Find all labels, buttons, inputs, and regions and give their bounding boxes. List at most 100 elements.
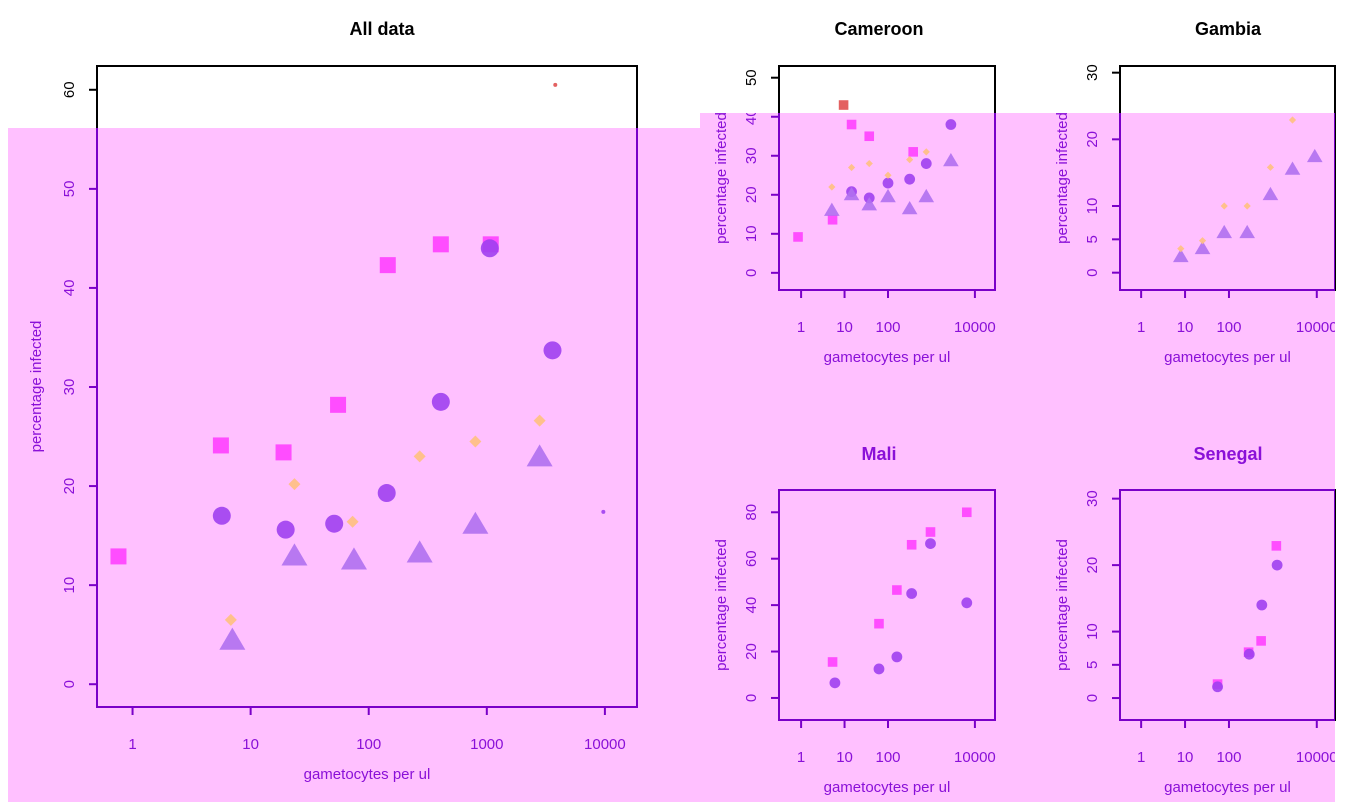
plot-frame — [1119, 489, 1335, 721]
y-axis-label: percentage infected — [28, 321, 45, 453]
circle-point — [212, 506, 231, 525]
triangle-point — [1172, 248, 1189, 263]
triangle-point — [1262, 186, 1279, 201]
triangle-point — [406, 540, 433, 563]
y-tick-label: 30 — [1084, 490, 1101, 507]
square-point — [906, 539, 917, 550]
x-tick-label: 10 — [242, 736, 259, 753]
square-point — [827, 657, 838, 667]
circle-point — [882, 177, 894, 189]
y-tick-label: 5 — [1084, 235, 1101, 243]
y-tick-label: 40 — [743, 108, 760, 125]
square-point — [874, 618, 884, 629]
diamond-point — [906, 156, 914, 164]
diamond-point — [847, 163, 856, 172]
y-axis-label: percentage infected — [713, 112, 730, 244]
square-point — [908, 147, 918, 157]
diamond-point — [469, 435, 482, 448]
triangle-point — [219, 627, 246, 650]
circle-point — [925, 538, 936, 550]
y-tick-label: 50 — [61, 181, 78, 198]
circle-point — [920, 158, 932, 169]
circle-point — [543, 341, 562, 360]
panel-title: Cameroon — [834, 19, 923, 39]
y-tick-label: 80 — [743, 504, 760, 521]
circle-point — [961, 597, 973, 609]
y-tick-label: 50 — [743, 69, 760, 86]
triangle-point — [861, 197, 878, 211]
y-axis-label: percentage infected — [713, 539, 730, 671]
panel-title: Mali — [861, 444, 896, 464]
y-tick-label: 10 — [1084, 623, 1101, 640]
x-tick-label: 100 — [356, 736, 381, 753]
diamond-point — [865, 159, 873, 168]
triangle-point — [843, 186, 860, 201]
y-tick-label: 20 — [61, 478, 78, 495]
circle-point — [891, 651, 903, 663]
diamond-point — [1220, 202, 1228, 210]
circle-point — [377, 484, 396, 503]
circle-point — [945, 119, 957, 130]
overlay — [8, 113, 1335, 802]
triangle-point — [901, 201, 918, 215]
square-point — [330, 396, 347, 413]
diamond-point — [1177, 245, 1185, 253]
x-tick-label: 100 — [1216, 319, 1241, 336]
x-tick-label: 1 — [128, 736, 136, 753]
x-tick-label: 10000 — [954, 749, 996, 766]
triangle-point — [880, 188, 896, 203]
y-tick-label: 5 — [1084, 661, 1101, 669]
y-tick-label: 20 — [1084, 557, 1101, 574]
x-axis-label: gametocytes per ul — [1164, 349, 1291, 366]
square-point — [961, 507, 972, 518]
square-point — [892, 585, 902, 595]
circle-point — [829, 677, 841, 689]
diamond-point — [413, 450, 426, 463]
square-point — [1256, 636, 1266, 646]
x-tick-label: 10000 — [954, 319, 996, 336]
triangle-point — [1306, 148, 1323, 163]
diamond-point — [346, 515, 359, 528]
diamond-point — [1266, 163, 1275, 171]
x-tick-label: 1 — [797, 749, 805, 766]
diamond-point — [1243, 202, 1251, 210]
square-point — [793, 232, 803, 242]
circle-point — [276, 520, 295, 539]
y-tick-label: 60 — [61, 81, 78, 98]
y-tick-label: 30 — [1084, 64, 1101, 81]
y-tick-label: 0 — [743, 269, 760, 277]
triangle-point — [943, 153, 959, 167]
triangle-point — [1239, 224, 1255, 239]
panel-title: All data — [349, 19, 415, 39]
circle-point — [904, 173, 916, 185]
y-tick-label: 30 — [61, 379, 78, 396]
y-tick-label: 0 — [61, 680, 78, 688]
circle-point — [431, 392, 450, 411]
x-tick-label: 1 — [1137, 749, 1145, 766]
square-point — [864, 131, 875, 142]
panel-title: Gambia — [1195, 19, 1262, 39]
triangle-point — [1194, 240, 1211, 255]
panel-title: Senegal — [1193, 444, 1262, 464]
circle-point — [906, 588, 918, 599]
x-tick-label: 1 — [797, 319, 805, 336]
square-point — [846, 119, 857, 130]
y-tick-label: 40 — [743, 597, 760, 614]
square-point — [838, 100, 849, 110]
x-tick-label: 100 — [875, 749, 900, 766]
x-tick-label: 1 — [1137, 319, 1145, 336]
y-tick-label: 0 — [743, 694, 760, 702]
x-axis-label: gametocytes per ul — [304, 766, 431, 783]
x-tick-label: 100 — [1216, 749, 1241, 766]
square-point — [925, 527, 936, 537]
square-point — [432, 236, 449, 253]
circle-point — [1256, 599, 1268, 611]
circle-point — [1271, 559, 1283, 571]
triangle-point — [1216, 224, 1233, 239]
circle-point — [480, 239, 499, 258]
diamond-point — [288, 478, 301, 491]
diamond-point — [1288, 116, 1297, 124]
x-tick-label: 10 — [1177, 749, 1194, 766]
